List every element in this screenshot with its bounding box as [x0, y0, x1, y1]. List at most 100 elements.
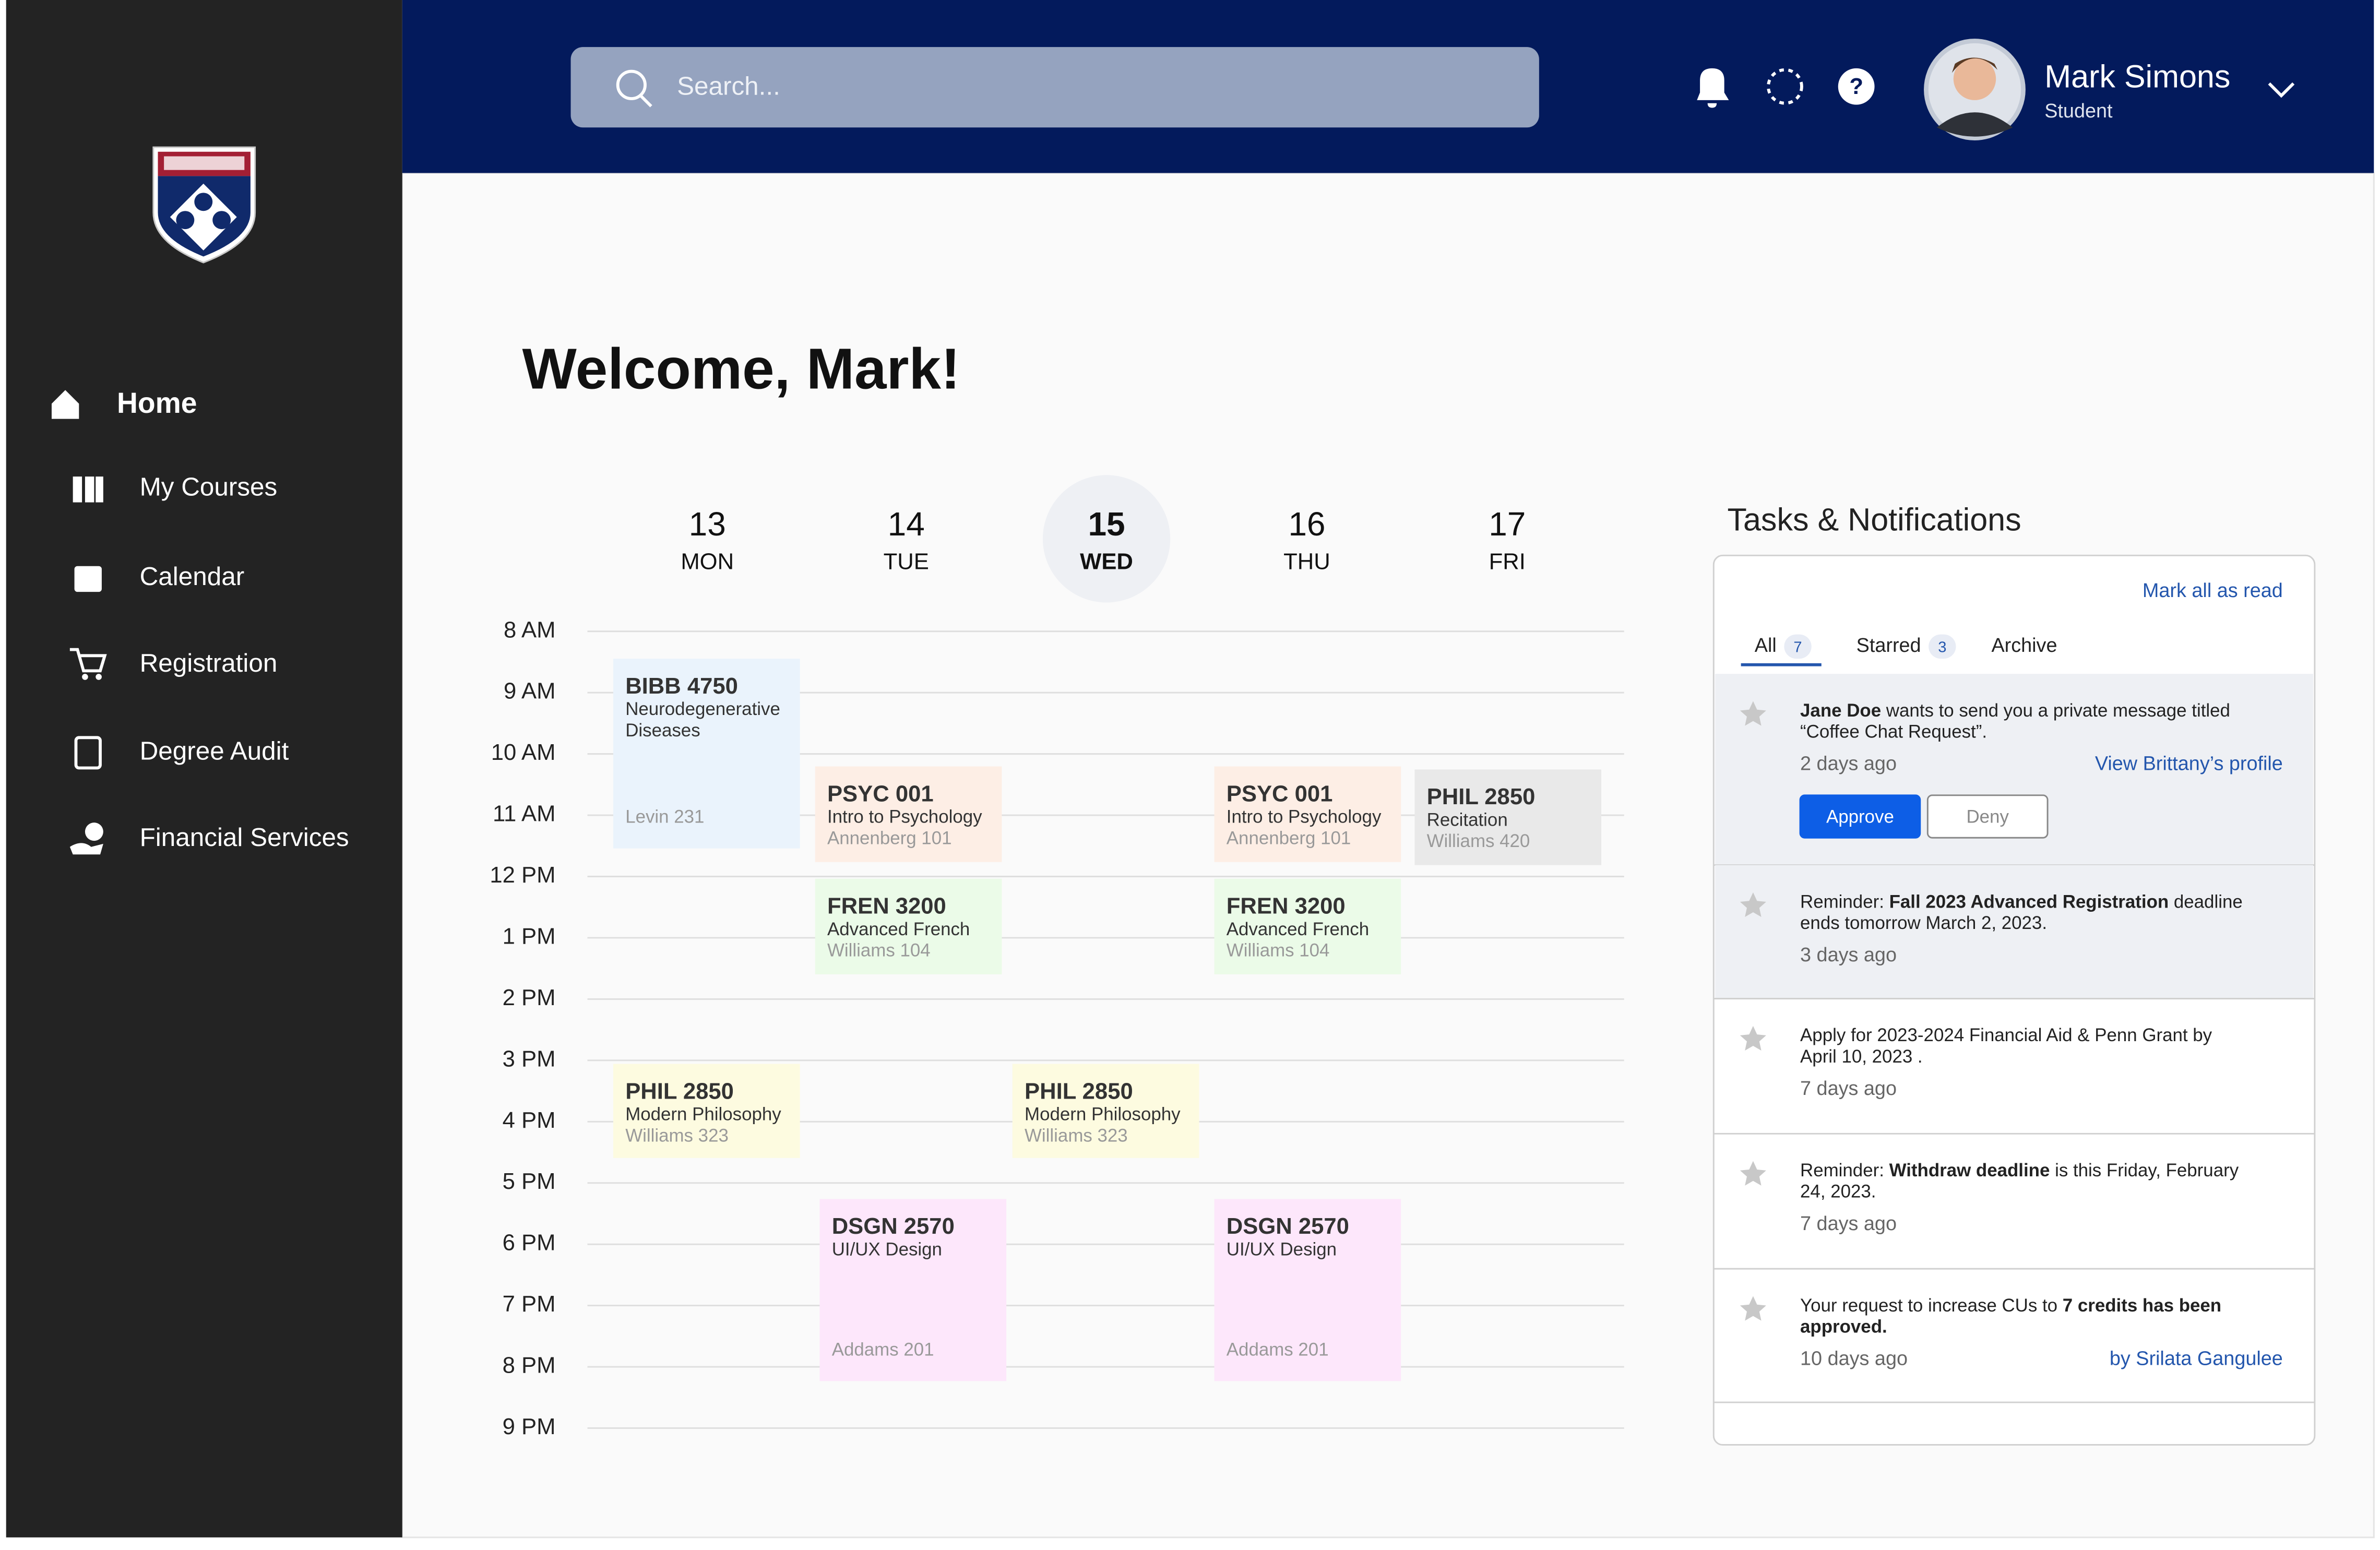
class-room: Williams 104 — [827, 940, 931, 961]
class-room: Addams 201 — [832, 1339, 934, 1360]
task-text-part: Your request to increase CUs to — [1800, 1295, 2063, 1316]
search-bar[interactable] — [570, 47, 1539, 128]
class-title: UI/UX Design — [1227, 1239, 1337, 1259]
hour-label: 7 PM — [503, 1292, 556, 1317]
day-date: 13 — [689, 505, 726, 543]
task-text: Reminder: Withdraw deadline is this Frid… — [1800, 1160, 2239, 1181]
task-text-part: 24, 2023. — [1800, 1182, 1876, 1202]
task-text-part: Reminder: — [1800, 1160, 1889, 1181]
nav-item[interactable]: My Courses — [140, 472, 278, 501]
hour-label: 6 PM — [503, 1231, 556, 1256]
class-title: Intro to Psychology — [827, 807, 982, 827]
search-icon — [616, 69, 647, 100]
user-role: Student — [2044, 100, 2113, 122]
user-name: Mark Simons — [2044, 58, 2230, 94]
settings-icon[interactable] — [1767, 68, 1803, 105]
task-time: 7 days ago — [1800, 1078, 1897, 1100]
class-block-bg — [1414, 769, 1602, 865]
class-block-bg — [1214, 766, 1401, 862]
star-icon[interactable] — [1740, 892, 1766, 917]
class-title: Neurodegenerative — [625, 699, 780, 719]
class-block-bg — [815, 878, 1002, 974]
task-link[interactable]: View Brittany’s profile — [2095, 753, 2283, 775]
task-time: 7 days ago — [1800, 1213, 1897, 1235]
class-room: Williams 323 — [625, 1125, 729, 1146]
class-room: Williams 420 — [1427, 831, 1530, 851]
today-highlight — [1042, 475, 1171, 603]
sidebar-nav: Home My Courses Calendar Registration Degree… — [117, 387, 349, 852]
class-block-bg — [815, 766, 1002, 862]
task-time: 10 days ago — [1800, 1348, 1908, 1370]
star-icon[interactable] — [1740, 1026, 1766, 1051]
class-title: Advanced French — [827, 919, 970, 939]
task-button[interactable] — [1926, 794, 2049, 839]
day-date: 17 — [1489, 505, 1526, 543]
class-title: Intro to Psychology — [1227, 807, 1382, 827]
nav-item[interactable]: Degree Audit — [140, 736, 289, 765]
avatar-face — [1953, 57, 1996, 100]
class-block-bg — [1012, 1064, 1199, 1158]
day-date: 15 — [1088, 505, 1125, 543]
star-icon[interactable] — [1740, 1161, 1766, 1186]
tab-count: 3 — [1938, 639, 1946, 655]
class-title: Diseases — [625, 720, 700, 741]
hour-label: 11 AM — [493, 802, 555, 827]
day-date: 14 — [888, 505, 925, 543]
task-text-part: Withdraw deadline — [1889, 1160, 2050, 1181]
welcome-heading: Welcome, Mark! — [522, 337, 960, 401]
class-code: PHIL 2850 — [1427, 784, 1536, 809]
hour-label: 10 AM — [491, 740, 556, 765]
class-room: Levin 231 — [625, 807, 704, 827]
tab-label[interactable]: Archive — [1991, 635, 2057, 657]
class-title: Modern Philosophy — [625, 1104, 781, 1125]
nav-item[interactable]: Calendar — [140, 562, 245, 591]
nav-item[interactable]: Home — [117, 387, 197, 419]
task-list: All 7 Starred 3 Archive Jane Doe wants to sen… — [1713, 634, 2315, 1403]
notifications-icon[interactable] — [1697, 68, 1729, 108]
task-text: Reminder: Fall 2023 Advanced Registratio… — [1800, 892, 2243, 912]
class-room: Annenberg 101 — [827, 828, 952, 848]
task-text: approved. — [1800, 1317, 1887, 1337]
task-text-part: ends tomorrow March 2, 2023. — [1800, 913, 2047, 933]
hour-label: 3 PM — [503, 1046, 556, 1071]
hour-label: 8 PM — [503, 1353, 556, 1378]
help-icon[interactable] — [1838, 68, 1875, 105]
task-text-part: Fall 2023 Advanced Registration — [1889, 892, 2169, 912]
class-code: DSGN 2570 — [1227, 1214, 1349, 1239]
nav-item[interactable]: Financial Services — [140, 823, 349, 852]
tab-label[interactable]: Starred — [1857, 635, 1921, 657]
class-title: Modern Philosophy — [1025, 1104, 1181, 1125]
cart-icon — [69, 648, 107, 673]
task-link[interactable]: by Srilata Gangulee — [2110, 1348, 2283, 1370]
tab-label[interactable]: All — [1755, 635, 1777, 657]
nav-item[interactable]: Registration — [140, 649, 278, 677]
hour-label: 12 PM — [490, 863, 555, 888]
tasks-title: Tasks & Notifications — [1727, 502, 2021, 537]
courses-icon — [73, 476, 82, 503]
star-icon[interactable] — [1740, 1296, 1766, 1321]
task-text: 24, 2023. — [1800, 1182, 1876, 1202]
task-button[interactable] — [1799, 794, 1921, 839]
class-block-bg — [613, 659, 800, 849]
day-weekday: WED — [1080, 549, 1133, 574]
search-icon-handle — [639, 94, 652, 108]
user-menu-chevron[interactable] — [2268, 82, 2295, 98]
star-icon[interactable] — [1740, 701, 1766, 726]
class-code: FREN 3200 — [827, 894, 946, 919]
class-title: Recitation — [1427, 809, 1508, 830]
avatar-hair — [1951, 57, 1998, 73]
task-text-part: 7 credits has been — [2063, 1295, 2221, 1316]
class-block-bg — [613, 1064, 800, 1158]
mark-all-read[interactable]: Mark all as read — [2143, 580, 2283, 602]
